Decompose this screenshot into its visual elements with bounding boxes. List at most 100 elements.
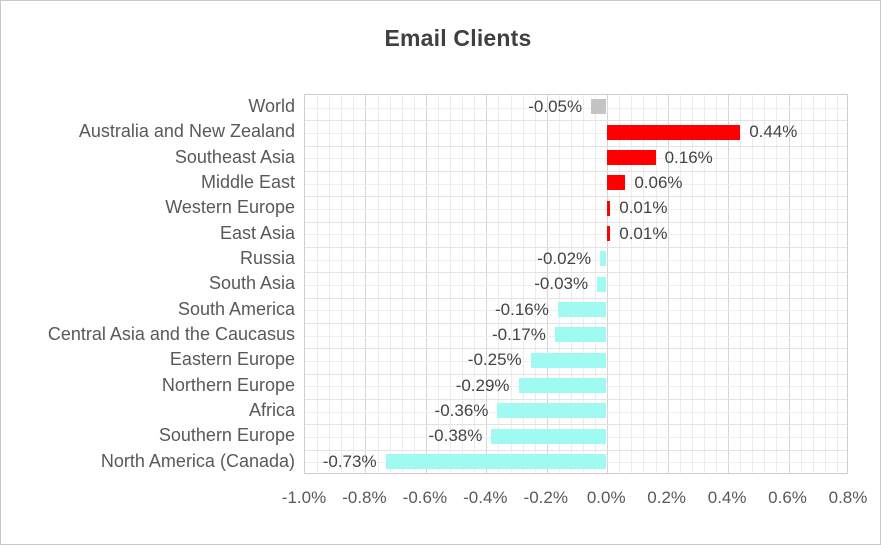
chart-title: Email Clients xyxy=(384,25,532,51)
bar xyxy=(607,225,611,241)
minor-gridline-horizontal xyxy=(305,209,847,210)
bar xyxy=(607,175,626,191)
category-label: Southeast Asia xyxy=(174,146,295,167)
x-axis-tick-label: 0.4% xyxy=(707,488,747,507)
major-gridline-horizontal xyxy=(305,145,847,147)
major-gridline-vertical xyxy=(546,95,548,473)
minor-gridline-vertical xyxy=(401,95,403,473)
category-label: South America xyxy=(177,298,295,319)
category-label: Central Asia and the Caucasus xyxy=(47,324,295,344)
minor-gridline-vertical xyxy=(824,95,826,473)
category-label: Southern Europe xyxy=(158,425,295,446)
major-gridline-horizontal xyxy=(305,424,847,426)
major-gridline-horizontal xyxy=(305,373,847,375)
value-label: -0.25% xyxy=(467,350,522,370)
major-gridline-horizontal xyxy=(305,272,847,274)
major-gridline-vertical xyxy=(365,95,367,473)
value-label: 0.06% xyxy=(634,173,683,192)
minor-gridline-vertical xyxy=(716,95,718,473)
minor-gridline-vertical xyxy=(317,95,319,473)
value-label: -0.38% xyxy=(428,426,483,446)
x-axis-tick-label: 0.0% xyxy=(586,488,626,507)
x-axis-tick-label: -0.8% xyxy=(342,488,387,507)
x-axis-tick-label: 0.6% xyxy=(768,488,807,507)
category-label: World xyxy=(248,96,295,116)
minor-gridline-horizontal xyxy=(305,158,847,160)
minor-gridline-vertical xyxy=(450,95,452,473)
minor-gridline-vertical xyxy=(353,95,355,473)
major-gridline-horizontal xyxy=(305,196,847,198)
minor-gridline-vertical xyxy=(583,95,585,473)
major-gridline-horizontal xyxy=(305,221,847,223)
minor-gridline-vertical xyxy=(534,95,536,473)
minor-gridline-vertical xyxy=(836,95,838,473)
minor-gridline-vertical xyxy=(812,95,814,473)
major-gridline-horizontal xyxy=(305,399,847,400)
minor-gridline-vertical xyxy=(776,95,778,473)
bar xyxy=(607,124,741,140)
major-gridline-vertical xyxy=(788,95,790,473)
major-gridline-vertical xyxy=(486,95,488,473)
minor-gridline-vertical xyxy=(558,95,560,473)
major-gridline-horizontal xyxy=(305,297,847,299)
minor-gridline-vertical xyxy=(437,95,439,473)
major-gridline-vertical xyxy=(607,95,609,473)
value-label: 0.01% xyxy=(619,223,668,243)
minor-gridline-vertical xyxy=(631,95,633,473)
x-axis-tick-label: -1.0% xyxy=(281,488,327,507)
category-label: Australia and New Zealand xyxy=(78,121,295,142)
value-label: -0.73% xyxy=(322,451,377,471)
minor-gridline-vertical xyxy=(643,95,645,473)
major-gridline-horizontal xyxy=(305,120,847,122)
x-axis-tick-label: 0.8% xyxy=(828,488,868,507)
bar xyxy=(554,327,607,343)
minor-gridline-vertical xyxy=(377,95,379,473)
major-gridline-horizontal xyxy=(305,171,847,172)
value-label: -0.05% xyxy=(528,97,583,116)
minor-gridline-vertical xyxy=(413,95,415,473)
bar xyxy=(497,403,607,419)
minor-gridline-horizontal xyxy=(305,183,847,185)
minor-gridline-vertical xyxy=(474,95,476,473)
minor-gridline-vertical xyxy=(341,95,343,473)
minor-gridline-vertical xyxy=(510,95,512,473)
value-label: -0.36% xyxy=(434,401,489,420)
major-gridline-vertical xyxy=(425,95,427,473)
value-label: 0.44% xyxy=(749,122,798,142)
minor-gridline-vertical xyxy=(522,95,524,473)
minor-gridline-vertical xyxy=(800,95,802,473)
value-label: 0.01% xyxy=(619,198,668,218)
minor-gridline-horizontal xyxy=(305,259,847,261)
bar xyxy=(597,276,607,292)
value-label: -0.17% xyxy=(491,325,546,344)
minor-gridline-vertical xyxy=(740,95,742,473)
x-axis-tick-label: -0.6% xyxy=(402,488,448,507)
x-axis-tick-label: -0.4% xyxy=(463,488,508,507)
category-label: Middle East xyxy=(200,172,295,192)
value-label: 0.16% xyxy=(664,147,713,167)
minor-gridline-horizontal xyxy=(305,107,847,109)
major-gridline-horizontal xyxy=(305,449,847,451)
major-gridline-vertical xyxy=(667,95,669,473)
category-label: Western Europe xyxy=(165,197,295,218)
value-label: -0.29% xyxy=(455,375,510,395)
bar xyxy=(607,200,611,216)
major-gridline-horizontal xyxy=(305,247,847,248)
minor-gridline-vertical xyxy=(595,95,597,473)
bar xyxy=(385,453,607,469)
value-label: -0.16% xyxy=(494,299,549,319)
category-label: Northern Europe xyxy=(161,374,295,395)
bar xyxy=(607,149,656,165)
minor-gridline-horizontal xyxy=(305,285,847,286)
minor-gridline-horizontal xyxy=(305,133,847,134)
bar xyxy=(591,99,607,115)
category-label: North America (Canada) xyxy=(100,450,295,471)
minor-gridline-vertical xyxy=(752,95,754,473)
category-label: Africa xyxy=(248,400,295,420)
major-gridline-horizontal xyxy=(305,323,847,324)
minor-gridline-vertical xyxy=(389,95,391,473)
bar xyxy=(557,301,607,317)
minor-gridline-vertical xyxy=(498,95,500,473)
category-label: Eastern Europe xyxy=(169,349,295,370)
